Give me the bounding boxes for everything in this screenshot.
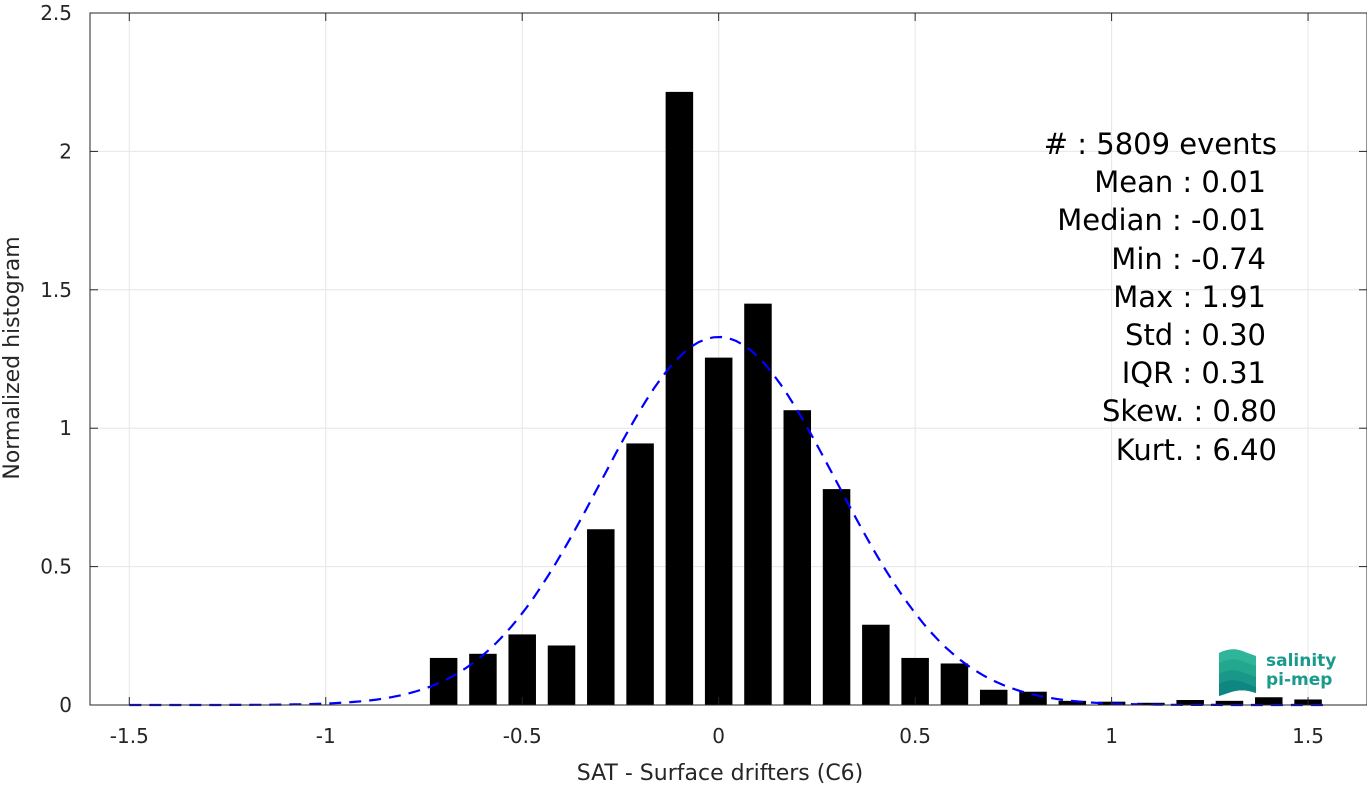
x-tick-label: -1.5 <box>110 724 149 748</box>
histogram-bar <box>1176 700 1204 705</box>
histogram-bar <box>783 410 812 705</box>
stat-line: # : 5809 events <box>1044 127 1277 161</box>
histogram-bar <box>508 634 536 705</box>
y-tick-label: 0.5 <box>40 555 72 579</box>
salinity-pi-mep-logo: salinity pi-mep <box>1219 649 1336 696</box>
plot-frame <box>89 12 1367 706</box>
stat-line: Median : -0.01 <box>1057 203 1266 237</box>
histogram-bar <box>665 91 694 705</box>
y-tick-label: 1 <box>59 416 72 440</box>
x-tick-label: -0.5 <box>503 724 542 748</box>
stat-line: Min : -0.74 <box>1111 242 1266 276</box>
x-tick-label: -1 <box>316 724 336 748</box>
y-tick-label: 1.5 <box>40 278 72 302</box>
y-axis-label: Normalized histogram <box>0 236 25 479</box>
stat-line: Max : 1.91 <box>1113 280 1266 314</box>
histogram-bar <box>704 357 733 705</box>
logo-text-pi-mep: pi-mep <box>1266 670 1332 690</box>
x-tick-label: 0.5 <box>899 724 931 748</box>
histogram-bar <box>822 489 851 705</box>
histogram-bar <box>469 653 497 705</box>
histogram-bar <box>1058 700 1087 705</box>
x-axis-ticks: -1.5 -1 -0.5 0 0.5 1 1.5 <box>110 13 1324 748</box>
stat-line: Std : 0.30 <box>1125 318 1266 352</box>
y-tick-label: 2.5 <box>40 1 72 25</box>
histogram-bar <box>1255 697 1283 705</box>
stat-line: Kurt. : 6.40 <box>1116 433 1277 467</box>
histogram-bar <box>744 303 772 705</box>
histogram-bar <box>862 624 890 705</box>
y-tick-label: 0 <box>59 693 72 717</box>
x-tick-label: 0 <box>712 724 725 748</box>
logo-wave-icon <box>1219 649 1256 696</box>
histogram-bar <box>547 645 576 705</box>
histogram-bars <box>429 91 1322 705</box>
x-tick-label: 1 <box>1105 724 1118 748</box>
histogram-bar <box>940 663 969 705</box>
histogram-bar <box>587 529 615 705</box>
histogram-bar <box>1215 700 1244 705</box>
histogram-bar <box>429 657 458 705</box>
stat-line: IQR : 0.31 <box>1122 356 1266 390</box>
stat-line: Mean : 0.01 <box>1094 165 1266 199</box>
histogram-bar <box>979 689 1008 705</box>
histogram-bar <box>626 443 654 705</box>
statistics-annotation: # : 5809 events Mean : 0.01 Median : -0.01… <box>1044 127 1277 467</box>
y-tick-label: 2 <box>59 139 72 163</box>
x-axis-label: SAT - Surface drifters (C6) <box>577 761 864 785</box>
y-axis-ticks: 0 0.5 1 1.5 2 2.5 <box>40 1 1367 717</box>
x-tick-label: 1.5 <box>1292 724 1324 748</box>
logo-text-salinity: salinity <box>1266 651 1336 671</box>
stat-line: Skew. : 0.80 <box>1102 394 1277 428</box>
